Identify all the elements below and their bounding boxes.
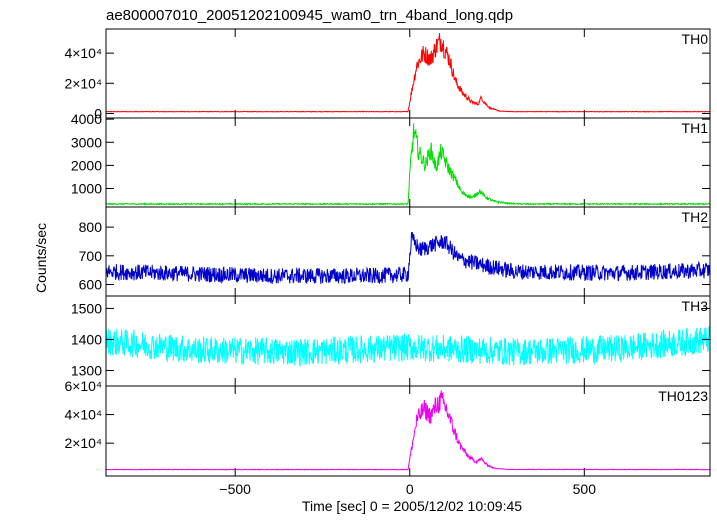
series-line-th1 xyxy=(106,123,710,206)
chart-title: ae800007010_20051202100945_wam0_trn_4ban… xyxy=(106,7,513,24)
panel-th0123: 2×10⁴ 4×10⁴ 6×10⁴ TH0123 xyxy=(64,378,711,477)
y-tick-label: 0 xyxy=(94,105,102,121)
panel-label-th1: TH1 xyxy=(682,120,709,136)
x-tick-label: −500 xyxy=(219,481,251,497)
panel-frame-th0 xyxy=(105,28,711,119)
y-tick-label: 1300 xyxy=(71,362,102,378)
panel-th3: 1300 1400 1500 TH3 xyxy=(71,295,711,387)
y-tick-label: 6×10⁴ xyxy=(64,378,102,394)
panel-th1: 1000 2000 3000 4000 TH1 xyxy=(71,111,711,208)
series-line-th0123 xyxy=(106,390,710,471)
y-tick-label: 2000 xyxy=(71,157,102,173)
series-line-th3 xyxy=(106,325,710,368)
series-line-th2 xyxy=(106,232,710,285)
panel-th2: 600 700 800 TH2 xyxy=(79,206,711,297)
panel-th0: 0 2×10⁴ 4×10⁴ TH0 xyxy=(64,28,711,121)
panel-label-th0123: TH0123 xyxy=(658,388,708,404)
panels: 0 2×10⁴ 4×10⁴ TH0 1000 2000 3000 4000 TH1 600 700 8… xyxy=(64,28,711,497)
y-tick-label: 4×10⁴ xyxy=(64,45,102,61)
y-tick-label: 4×10⁴ xyxy=(64,407,102,423)
panel-label-th2: TH2 xyxy=(682,209,709,225)
panel-frame-th1 xyxy=(105,117,711,208)
panel-frame-th2 xyxy=(105,206,711,297)
y-tick-label: 4000 xyxy=(71,111,102,127)
y-tick-label: 2×10⁴ xyxy=(64,435,102,451)
panel-label-th0: TH0 xyxy=(682,31,709,47)
y-tick-label: 700 xyxy=(79,248,103,264)
panel-label-th3: TH3 xyxy=(682,298,709,314)
y-tick-label: 1500 xyxy=(71,300,102,316)
y-tick-label: 1000 xyxy=(71,181,102,197)
y-tick-label: 3000 xyxy=(71,134,102,150)
y-tick-label: 600 xyxy=(79,277,103,293)
y-tick-label: 1400 xyxy=(71,331,102,347)
x-axis-label: Time [sec] 0 = 2005/12/02 10:09:45 xyxy=(302,498,522,514)
series-line-th0 xyxy=(106,33,710,113)
y-tick-label: 800 xyxy=(79,219,103,235)
y-axis-label: Counts/sec xyxy=(33,223,49,293)
panel-frame-th0123 xyxy=(105,385,711,477)
x-tick-label: 0 xyxy=(406,481,414,497)
y-tick-label: 2×10⁴ xyxy=(64,75,102,91)
x-tick-label: 500 xyxy=(573,481,597,497)
